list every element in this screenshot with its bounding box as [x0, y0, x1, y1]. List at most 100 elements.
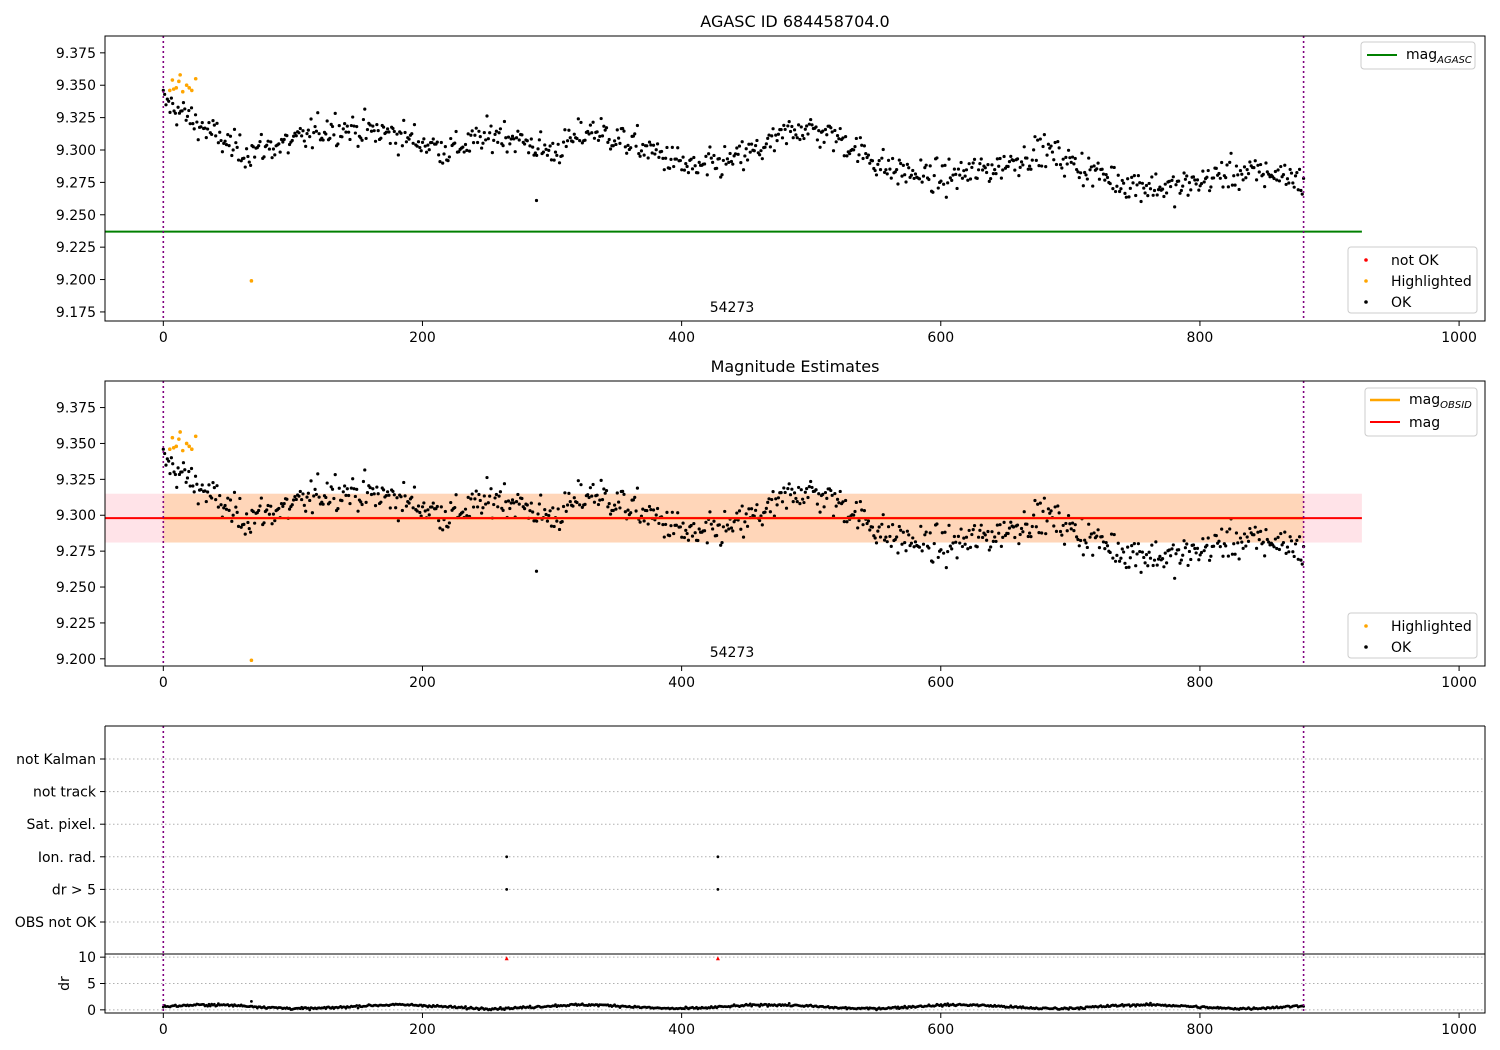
ok-point [964, 168, 969, 172]
ok-point [622, 492, 626, 496]
ok-point [364, 136, 368, 141]
ok-point [799, 125, 803, 129]
ok-point [1104, 540, 1108, 545]
ok-point [829, 126, 833, 130]
ok-point [809, 479, 813, 484]
ok-point [1011, 525, 1016, 529]
ok-point [402, 118, 406, 123]
ok-point [343, 484, 347, 488]
ok-point [504, 136, 508, 140]
ok-point [355, 125, 359, 129]
ok-point [611, 144, 615, 148]
ok-point [484, 138, 488, 142]
ok-point [873, 168, 877, 173]
ok-point [328, 136, 332, 140]
ok-point [294, 497, 298, 502]
ok-point [904, 549, 908, 553]
legend-marker-highlighted [1364, 279, 1368, 283]
ok-point [1056, 140, 1060, 144]
ok-point [1108, 550, 1112, 555]
ok-point [305, 495, 309, 499]
ok-point [608, 512, 613, 516]
ok-point [552, 158, 556, 162]
ok-point [364, 500, 368, 505]
ok-point [423, 509, 427, 513]
ok-point [1273, 537, 1277, 541]
ok-point [729, 159, 734, 164]
ok-point [1049, 509, 1053, 513]
ok-point [621, 489, 625, 493]
ok-point [1225, 530, 1229, 534]
ok-point [547, 514, 551, 518]
ok-point [1029, 167, 1033, 171]
ok-point [291, 498, 296, 502]
ok-point [776, 496, 781, 500]
ok-point [191, 122, 195, 126]
ok-point [392, 493, 396, 497]
ok-point [588, 486, 593, 490]
ok-point [690, 167, 695, 171]
ok-point [1174, 183, 1178, 187]
ok-point [1065, 162, 1069, 166]
ok-point [1080, 151, 1084, 155]
flag-point [505, 888, 509, 891]
ok-point [1033, 135, 1037, 139]
ok-point [480, 146, 484, 150]
ok-point [290, 503, 294, 507]
ok-point [300, 497, 304, 502]
ok-point [857, 519, 861, 523]
ok-point [880, 522, 884, 526]
ok-point [565, 503, 570, 507]
ok-point [446, 525, 450, 529]
ok-point [1022, 145, 1026, 149]
ok-point [764, 142, 768, 146]
legend-marker-ok [1364, 645, 1368, 649]
ok-point [912, 545, 916, 549]
ok-point [560, 154, 564, 158]
ok-point [835, 497, 840, 501]
ok-point [1136, 174, 1140, 178]
ok-point [475, 140, 480, 145]
ok-point [470, 129, 474, 133]
ok-point [939, 548, 943, 552]
ok-point [1101, 540, 1106, 544]
ok-point [707, 152, 711, 156]
ok-point [525, 503, 529, 507]
x-tick-label: 400 [668, 330, 695, 346]
ok-point [693, 531, 697, 535]
ok-point [686, 170, 691, 175]
ok-point [889, 544, 893, 548]
ok-point [1256, 163, 1260, 167]
ok-point [1142, 555, 1146, 560]
ok-point [514, 136, 519, 140]
ok-point [1060, 166, 1064, 170]
ok-point [943, 530, 947, 534]
ok-point [736, 152, 740, 156]
ok-point [1140, 550, 1145, 554]
ok-point [410, 495, 414, 499]
ok-point [443, 509, 447, 514]
ok-point [1236, 173, 1240, 177]
ok-point [351, 477, 355, 481]
ok-point [622, 129, 626, 133]
ok-point [1209, 554, 1213, 558]
ok-point [940, 531, 944, 535]
ok-point [595, 130, 599, 134]
ok-point [1185, 542, 1189, 546]
ok-point [262, 521, 266, 525]
ok-point [430, 140, 434, 145]
ok-point [359, 136, 363, 140]
ok-point [802, 136, 806, 141]
ok-point [774, 133, 778, 137]
ok-point [1132, 173, 1136, 178]
ok-point [177, 472, 182, 477]
dr-point [554, 1003, 557, 1007]
ok-point [336, 142, 340, 146]
ok-point [510, 498, 515, 502]
ok-point [195, 482, 199, 486]
ok-point [880, 156, 884, 160]
ok-point [210, 496, 214, 500]
ok-point [591, 482, 595, 487]
ok-point [960, 176, 965, 180]
ok-point [416, 504, 421, 508]
